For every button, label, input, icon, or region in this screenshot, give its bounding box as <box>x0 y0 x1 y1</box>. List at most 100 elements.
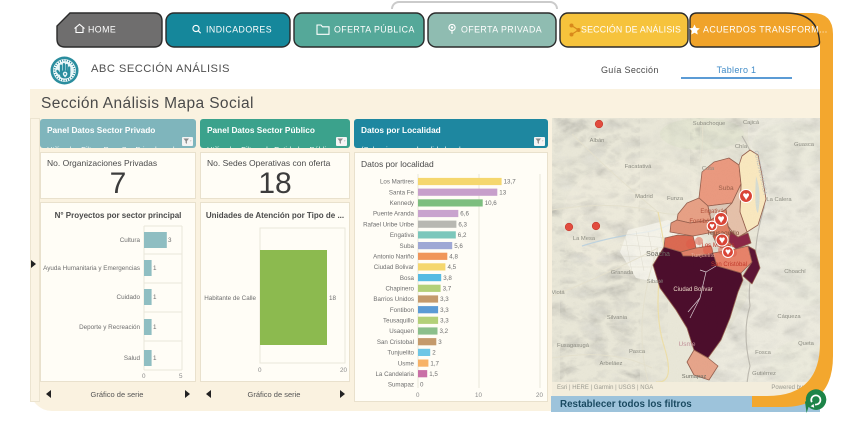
svg-text:1: 1 <box>153 355 157 362</box>
svg-text:La Calera: La Calera <box>766 197 792 203</box>
svg-text:OFERTA PRIVADA: OFERTA PRIVADA <box>461 25 542 35</box>
svg-text:1: 1 <box>153 324 157 331</box>
svg-text:♥: ♥ <box>719 235 726 247</box>
svg-text:Albán: Albán <box>590 138 605 144</box>
svg-text:La Mesa: La Mesa <box>573 236 596 242</box>
svg-text:Subachoque: Subachoque <box>693 121 726 127</box>
svg-text:SECCIÓN DE ANÁLISIS: SECCIÓN DE ANÁLISIS <box>581 25 681 35</box>
svg-text:Ciudad Bolívar: Ciudad Bolívar <box>673 287 712 293</box>
svg-text:3,2: 3,2 <box>440 328 449 335</box>
svg-text:Los Mártires: Los Mártires <box>701 243 734 249</box>
svg-text:Santa Fe: Santa Fe <box>389 189 415 196</box>
svg-text:4,8: 4,8 <box>449 254 458 261</box>
svg-text:Deporte y Recreación: Deporte y Recreación <box>79 324 140 331</box>
svg-text:Engativá: Engativá <box>700 209 724 215</box>
svg-text:Chapinero: Chapinero <box>385 286 414 293</box>
svg-text:Queta: Queta <box>798 341 815 347</box>
svg-text:3,3: 3,3 <box>440 296 449 303</box>
svg-text:Funza: Funza <box>667 196 684 202</box>
svg-text:Chía: Chía <box>735 144 748 150</box>
svg-text:Cota: Cota <box>702 166 715 172</box>
svg-text:3,3: 3,3 <box>440 318 449 325</box>
svg-text:Gutiérrez: Gutiérrez <box>752 371 776 377</box>
svg-text:INDICADORES: INDICADORES <box>206 25 272 35</box>
svg-text:La Candelaria: La Candelaria <box>375 371 414 378</box>
svg-text:Viotá: Viotá <box>552 290 565 296</box>
svg-text:1,5: 1,5 <box>429 371 438 378</box>
svg-text:0: 0 <box>420 382 424 389</box>
svg-text:1,7: 1,7 <box>430 360 439 367</box>
svg-text:Engativa: Engativa <box>390 232 415 239</box>
svg-text:6,6: 6,6 <box>460 211 469 218</box>
svg-text:3,7: 3,7 <box>443 286 452 293</box>
svg-text:Habitante de Calle: Habitante de Calle <box>204 295 256 302</box>
svg-text:Suba: Suba <box>718 185 734 192</box>
svg-text:Fusagasugá: Fusagasugá <box>557 343 590 349</box>
svg-text:Bosa: Bosa <box>400 275 415 282</box>
svg-text:4,5: 4,5 <box>448 264 457 271</box>
svg-text:Cáqueza: Cáqueza <box>777 314 801 320</box>
svg-text:ACUERDOS TRANSFORM...: ACUERDOS TRANSFORM... <box>703 25 828 35</box>
svg-text:Tunjuelito: Tunjuelito <box>387 350 414 357</box>
svg-text:Usaquen: Usaquen <box>389 328 414 335</box>
svg-text:Choachí: Choachí <box>784 269 806 275</box>
svg-text:5,6: 5,6 <box>454 243 463 250</box>
svg-text:Usme: Usme <box>398 360 415 367</box>
svg-text:Salud: Salud <box>124 355 141 362</box>
svg-text:3: 3 <box>438 339 442 346</box>
svg-text:0: 0 <box>416 392 420 399</box>
svg-text:Cuidado: Cuidado <box>117 294 141 301</box>
svg-text:San Cristobal: San Cristobal <box>377 339 414 346</box>
svg-text:13,7: 13,7 <box>504 179 517 186</box>
svg-text:Usme: Usme <box>679 341 696 348</box>
svg-text:San Cristóbal: San Cristóbal <box>711 262 747 268</box>
svg-text:OFERTA PÚBLICA: OFERTA PÚBLICA <box>334 25 415 35</box>
svg-text:10,6: 10,6 <box>485 200 498 207</box>
svg-text:Puente Aranda: Puente Aranda <box>373 211 414 218</box>
svg-text:Granada: Granada <box>611 270 634 276</box>
svg-text:Arbeláez: Arbeláez <box>600 361 623 367</box>
svg-text:Guasca: Guasca <box>794 142 815 148</box>
svg-text:5: 5 <box>179 373 183 380</box>
svg-text:18: 18 <box>329 295 337 302</box>
svg-text:♥: ♥ <box>717 212 724 226</box>
svg-text:Antonio Nariño: Antonio Nariño <box>373 254 414 261</box>
svg-text:Teusaquillo: Teusaquillo <box>707 230 740 237</box>
svg-text:Teusaquillo: Teusaquillo <box>383 318 415 325</box>
svg-text:Barrios Unidos: Barrios Unidos <box>373 296 414 303</box>
svg-text:10: 10 <box>475 392 482 399</box>
svg-text:0: 0 <box>142 373 146 380</box>
svg-text:♥: ♥ <box>725 247 731 258</box>
svg-text:20: 20 <box>536 392 543 399</box>
svg-text:Fontibón: Fontibón <box>689 219 712 225</box>
svg-text:Rafael Uribe Uribe: Rafael Uribe Uribe <box>363 221 414 228</box>
svg-text:0: 0 <box>258 367 262 374</box>
svg-text:Cajicá: Cajicá <box>743 120 760 126</box>
svg-text:13: 13 <box>499 189 506 196</box>
svg-text:2: 2 <box>432 350 436 357</box>
svg-text:Facatativá: Facatativá <box>625 164 653 170</box>
svg-text:Soacha: Soacha <box>646 251 670 258</box>
svg-text:Suba: Suba <box>400 243 415 250</box>
svg-text:Kennedy: Kennedy <box>390 200 415 207</box>
svg-text:♥: ♥ <box>742 189 749 203</box>
svg-text:6,3: 6,3 <box>458 221 467 228</box>
svg-text:♥: ♥ <box>709 221 714 231</box>
svg-text:HOME: HOME <box>88 25 116 35</box>
svg-text:Ciudad Bolivar: Ciudad Bolivar <box>374 264 414 271</box>
svg-text:Silvania: Silvania <box>607 315 628 321</box>
svg-text:Tunjuelito: Tunjuelito <box>691 253 715 259</box>
svg-text:3: 3 <box>168 237 172 244</box>
svg-text:Cultura: Cultura <box>120 237 141 244</box>
svg-text:3,8: 3,8 <box>443 275 452 282</box>
svg-text:Fosca: Fosca <box>755 350 772 356</box>
svg-text:Ayuda Humanitaria y Emergencia: Ayuda Humanitaria y Emergencias <box>43 265 140 272</box>
svg-text:Madrid: Madrid <box>635 194 653 200</box>
svg-text:1: 1 <box>153 294 157 301</box>
svg-text:Sumapaz: Sumapaz <box>388 382 414 389</box>
svg-text:Fontibon: Fontibon <box>390 307 415 314</box>
svg-text:Los Martires: Los Martires <box>380 179 414 186</box>
svg-text:Pasca: Pasca <box>629 349 646 355</box>
svg-text:20: 20 <box>340 367 348 374</box>
svg-text:Sibaté: Sibaté <box>647 279 663 285</box>
